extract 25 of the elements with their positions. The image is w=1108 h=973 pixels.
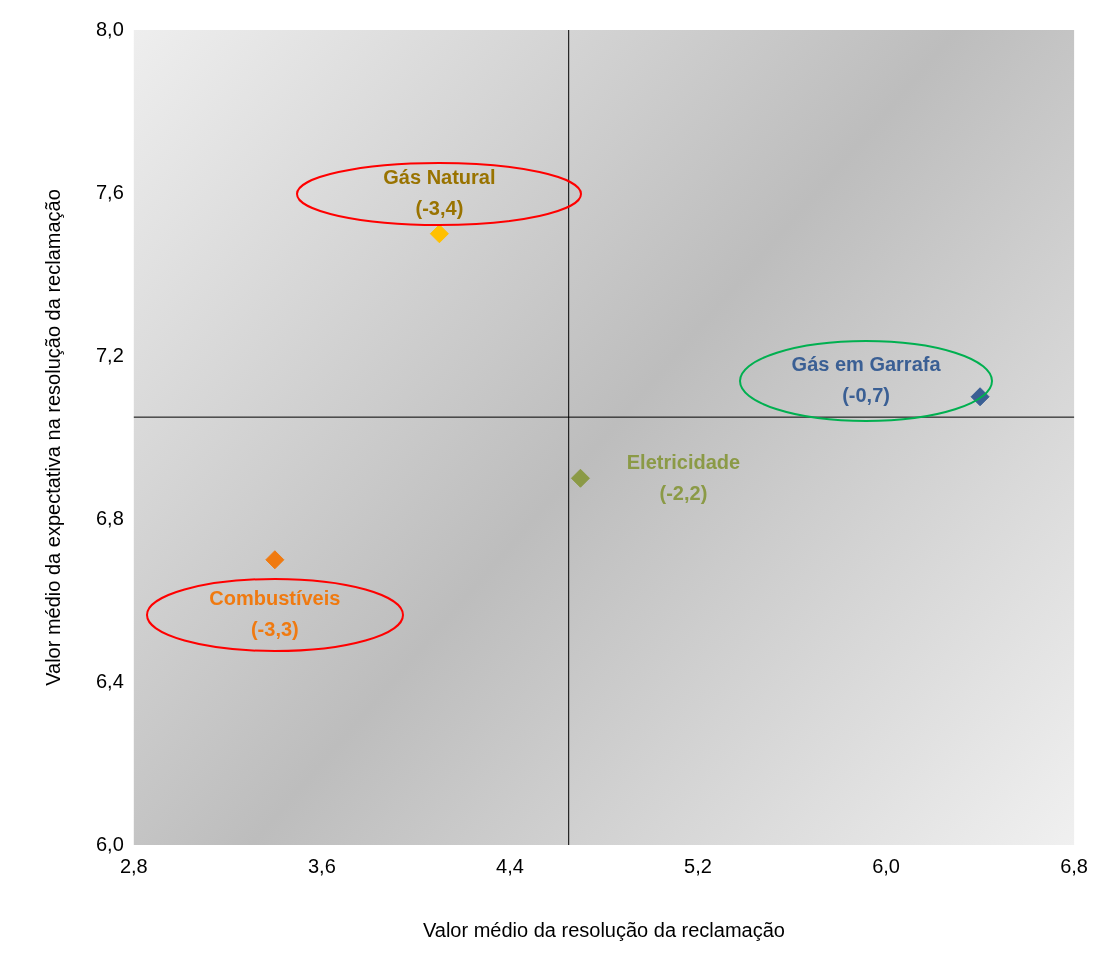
x-tick-label: 6,8 [1060,854,1088,877]
x-tick-label: 5,2 [684,854,712,877]
text: Gás Natural [383,166,496,189]
y-tick-label: 8,0 [95,17,124,40]
y-tick-label: 6,0 [95,832,124,855]
point [265,550,285,570]
series-label: Eletricidade [626,450,741,473]
annotation: (-3,3) [250,618,299,641]
point [570,468,590,488]
x-tick-label: 3,6 [307,854,336,877]
annotation: (-2,2) [659,481,708,504]
x-tick-label: 2,8 [119,854,148,877]
point [429,224,449,244]
y-tick-label: 7,6 [95,180,124,203]
y-axis-title: Valor médio da expectativa na resolução da reclamação [41,189,64,686]
annotation: (-3,4) [415,197,464,220]
y-tick-label: 7,2 [95,343,124,366]
y-tick-label: 6,4 [95,669,124,692]
x-tick-label: 6,0 [872,854,900,877]
annotation: (-0,7) [842,384,890,407]
x-tick-label: 4,4 [496,854,524,877]
x-axis-title: Valor médio da resolução da reclamação [422,918,785,941]
series-label: Combustíveis [209,587,341,610]
y-tick-label: 6,8 [95,506,124,529]
series-label: Gás em Garrafa [791,353,942,376]
